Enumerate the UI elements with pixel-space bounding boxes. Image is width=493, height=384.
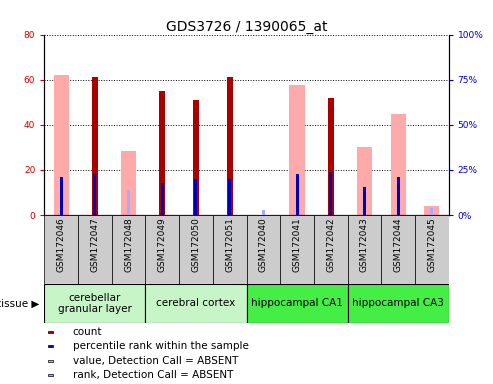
Text: GSM172042: GSM172042 [326, 217, 335, 272]
Bar [193, 100, 199, 215]
Text: GSM172050: GSM172050 [191, 217, 201, 272]
Bar [161, 182, 164, 215]
Text: GSM172041: GSM172041 [292, 217, 302, 272]
Bar [424, 206, 439, 215]
Bar [48, 345, 53, 347]
Bar [194, 179, 198, 215]
Text: GSM172040: GSM172040 [259, 217, 268, 272]
Bar [44, 284, 145, 323]
Bar [396, 177, 400, 215]
Bar [363, 187, 366, 215]
Text: percentile rank within the sample: percentile rank within the sample [72, 341, 248, 351]
Bar [348, 215, 381, 284]
Bar [48, 374, 53, 376]
Bar [145, 215, 179, 284]
Bar [93, 174, 97, 215]
Bar [246, 284, 348, 323]
Text: tissue ▶: tissue ▶ [0, 298, 39, 308]
Bar [227, 78, 233, 215]
Bar [145, 284, 246, 323]
Bar [112, 215, 145, 284]
Bar [44, 215, 78, 284]
Bar [92, 78, 98, 215]
Bar [262, 210, 265, 215]
Bar [390, 114, 406, 215]
Text: GSM172051: GSM172051 [225, 217, 234, 272]
Bar [121, 151, 136, 215]
Bar [328, 98, 334, 215]
Bar [179, 215, 213, 284]
Text: GSM172043: GSM172043 [360, 217, 369, 272]
Bar [289, 85, 305, 215]
Text: GSM172047: GSM172047 [90, 217, 100, 272]
Bar [381, 215, 415, 284]
Bar [127, 190, 130, 215]
Bar [213, 215, 246, 284]
Text: GSM172049: GSM172049 [158, 217, 167, 272]
Text: GSM172044: GSM172044 [393, 217, 403, 272]
Bar [48, 360, 53, 362]
Bar [430, 208, 433, 215]
Bar [54, 75, 69, 215]
Text: GSM172045: GSM172045 [427, 217, 436, 272]
Bar [280, 215, 314, 284]
Text: cerebral cortex: cerebral cortex [156, 298, 236, 308]
Text: value, Detection Call = ABSENT: value, Detection Call = ABSENT [72, 356, 238, 366]
Bar [295, 174, 299, 215]
Bar [78, 215, 112, 284]
Bar [246, 215, 280, 284]
Text: hippocampal CA1: hippocampal CA1 [251, 298, 343, 308]
Bar [48, 331, 53, 333]
Bar [314, 215, 348, 284]
Text: GSM172046: GSM172046 [57, 217, 66, 272]
Text: cerebellar
granular layer: cerebellar granular layer [58, 293, 132, 314]
Text: GSM172048: GSM172048 [124, 217, 133, 272]
Bar [60, 177, 63, 215]
Bar [357, 147, 372, 215]
Bar [159, 91, 165, 215]
Bar [329, 172, 332, 215]
Text: count: count [72, 327, 102, 337]
Bar [228, 179, 231, 215]
Bar [415, 215, 449, 284]
Bar [348, 284, 449, 323]
Text: rank, Detection Call = ABSENT: rank, Detection Call = ABSENT [72, 371, 233, 381]
Text: hippocampal CA3: hippocampal CA3 [352, 298, 444, 308]
Title: GDS3726 / 1390065_at: GDS3726 / 1390065_at [166, 20, 327, 33]
